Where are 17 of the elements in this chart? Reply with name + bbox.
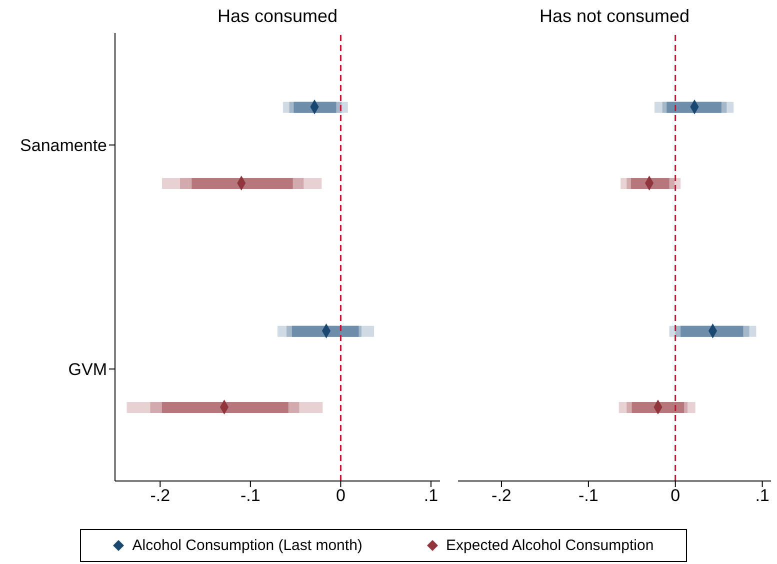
x-tick-label: -.1 bbox=[578, 486, 598, 506]
x-tick-label: -.2 bbox=[492, 486, 512, 506]
legend-label: Expected Alcohol Consumption bbox=[446, 537, 654, 554]
x-tick-label: .1 bbox=[424, 486, 438, 506]
legend-label: Alcohol Consumption (Last month) bbox=[132, 537, 362, 554]
y-tick-label: Sanamente bbox=[20, 136, 107, 156]
x-tick-label: -.1 bbox=[240, 486, 260, 506]
x-tick-label: .1 bbox=[755, 486, 770, 506]
x-tick-label: -.2 bbox=[150, 486, 170, 506]
chart-title: Has consumed bbox=[216, 6, 339, 27]
chart-title: Has not consumed bbox=[538, 6, 691, 27]
bar bbox=[162, 402, 288, 413]
x-tick-label: 0 bbox=[670, 486, 680, 506]
x-tick-label: 0 bbox=[336, 486, 346, 506]
y-tick-label: GVM bbox=[68, 360, 107, 380]
bar bbox=[680, 326, 744, 337]
bar bbox=[192, 178, 293, 189]
